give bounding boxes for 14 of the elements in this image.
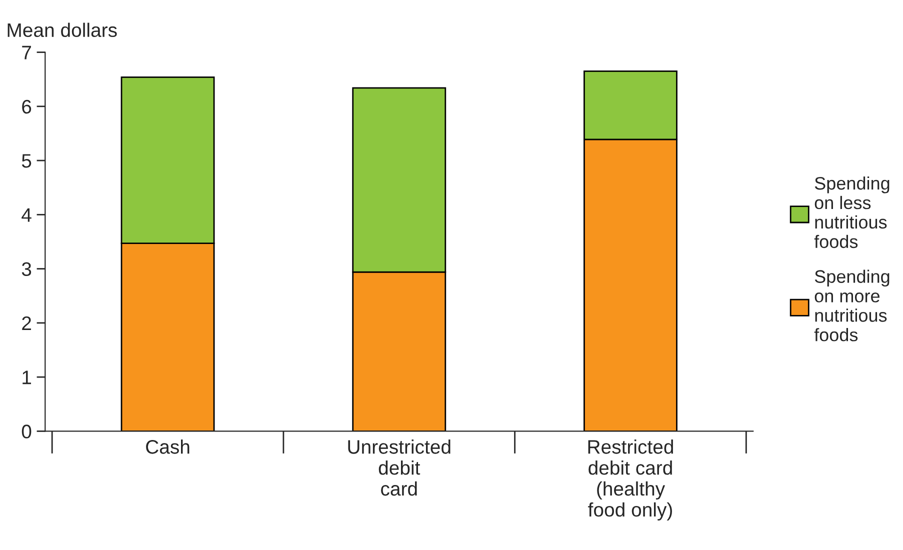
x-tick-label: Restricted debit card (healthy food only) [588,440,673,520]
y-tick-label: 6 [22,100,32,114]
y-tick-label: 7 [22,46,31,60]
y-tick-label: 2 [22,316,31,330]
y-tick-label: 0 [22,424,32,438]
x-tick-label: Cash [146,440,190,454]
y-tick-label: 1 [22,370,32,384]
legend-label: Spending on less nutritious foods [814,176,890,248]
x-tick-label: Unrestricted debit card [348,440,450,496]
y-axis-title: Mean dollars [8,22,117,38]
y-tick-label: 4 [22,208,32,222]
y-tick-label: 5 [22,154,32,168]
y-tick-label: 3 [22,262,32,276]
legend-label: Spending on more nutritious foods [814,270,890,342]
